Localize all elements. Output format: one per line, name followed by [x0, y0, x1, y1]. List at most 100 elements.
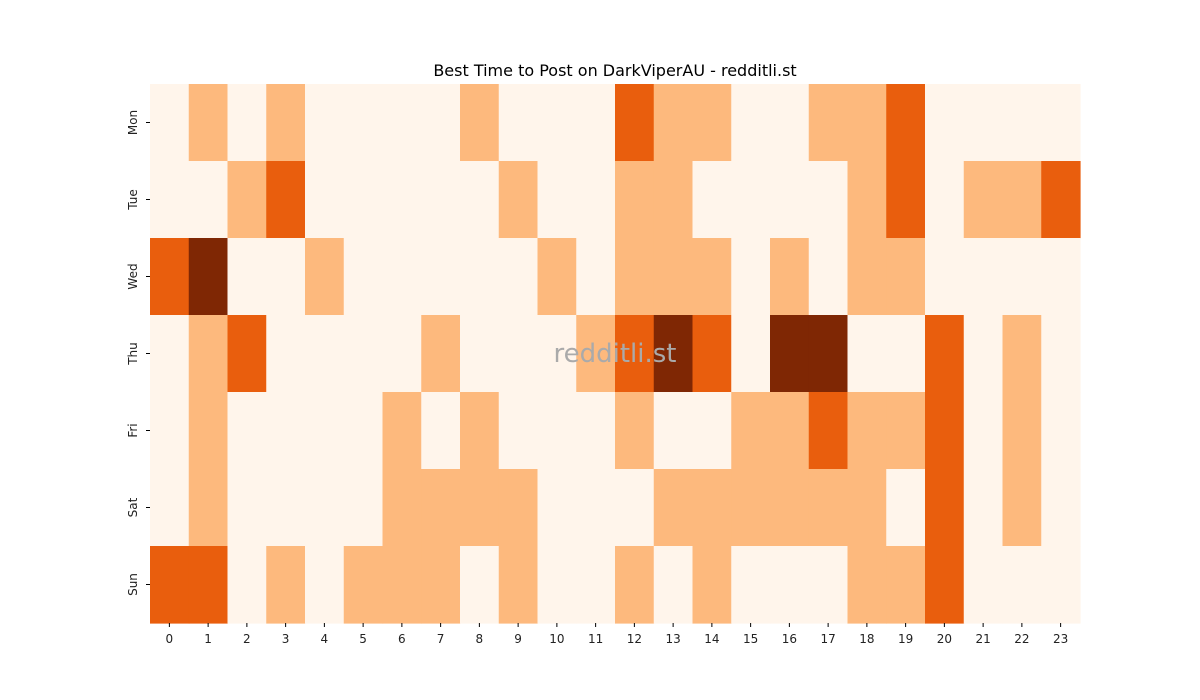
heatmap-cell-mon-6	[382, 84, 422, 162]
heatmap-cell-sat-4	[305, 469, 345, 547]
heatmap-cell-tue-12	[615, 161, 655, 239]
heatmap-cell-fri-19	[886, 392, 926, 470]
heatmap-cell-fri-6	[382, 392, 422, 470]
heatmap-cell-thu-2	[227, 315, 267, 393]
heatmap-cell-sun-16	[770, 546, 810, 624]
x-tick-label: 14	[704, 632, 719, 646]
heatmap-cell-tue-7	[421, 161, 461, 239]
heatmap-cell-wed-14	[692, 238, 732, 316]
heatmap-cell-sat-2	[227, 469, 267, 547]
heatmap-cell-sat-8	[460, 469, 500, 547]
heatmap-cell-mon-20	[925, 84, 965, 162]
heatmap-cell-thu-22	[1002, 315, 1042, 393]
heatmap-cell-sat-1	[188, 469, 229, 547]
x-tick-label: 20	[937, 632, 952, 646]
heatmap-cell-thu-19	[886, 315, 926, 393]
heatmap-cell-thu-9	[498, 315, 539, 393]
heatmap-cell-wed-20	[925, 238, 965, 316]
heatmap-cells	[150, 84, 1081, 624]
y-tick-label: Wed	[126, 263, 140, 289]
heatmap-cell-tue-22	[1002, 161, 1042, 239]
x-tick-label: 11	[588, 632, 603, 646]
heatmap-cell-wed-23	[1041, 238, 1081, 316]
heatmap-cell-fri-4	[305, 392, 345, 470]
heatmap-cell-tue-1	[188, 161, 229, 239]
heatmap-cell-mon-22	[1002, 84, 1042, 162]
heatmap-cell-tue-0	[150, 161, 190, 239]
heatmap-cell-tue-11	[576, 161, 616, 239]
heatmap-cell-sun-6	[382, 546, 422, 624]
heatmap-cell-sun-22	[1002, 546, 1042, 624]
y-tick-label: Sun	[126, 573, 140, 596]
heatmap-cell-sun-0	[150, 546, 190, 624]
heatmap-cell-thu-23	[1041, 315, 1081, 393]
heatmap-cell-wed-8	[460, 238, 500, 316]
heatmap-cell-thu-10	[537, 315, 577, 393]
heatmap-cell-mon-2	[227, 84, 267, 162]
heatmap-cell-tue-23	[1041, 161, 1081, 239]
heatmap-cell-sat-20	[925, 469, 965, 547]
heatmap-cell-sun-12	[615, 546, 655, 624]
x-axis: 0 1 2 3 4 5 6 7 8 9 10 11 12 13 14 15 16 17 18 19 20 21 22 23	[166, 623, 1068, 646]
heatmap-cell-fri-18	[847, 392, 887, 470]
x-tick-label: 16	[782, 632, 797, 646]
heatmap-cell-sun-20	[925, 546, 965, 624]
heatmap-cell-sun-10	[537, 546, 577, 624]
heatmap-cell-wed-15	[731, 238, 771, 316]
heatmap-cell-thu-15	[731, 315, 771, 393]
x-tick-label: 18	[859, 632, 874, 646]
x-tick-label: 15	[743, 632, 758, 646]
heatmap-cell-sun-5	[343, 546, 384, 624]
x-tick-label: 23	[1053, 632, 1068, 646]
heatmap-cell-mon-15	[731, 84, 771, 162]
heatmap-cell-mon-11	[576, 84, 616, 162]
heatmap-cell-mon-19	[886, 84, 926, 162]
heatmap-cell-tue-2	[227, 161, 267, 239]
heatmap-cell-thu-6	[382, 315, 422, 393]
y-tick-label: Tue	[126, 189, 140, 211]
x-tick-label: 6	[398, 632, 406, 646]
heatmap-cell-sat-18	[847, 469, 887, 547]
heatmap-cell-tue-3	[266, 161, 306, 239]
x-tick-label: 19	[898, 632, 913, 646]
heatmap-cell-tue-19	[886, 161, 926, 239]
heatmap-cell-tue-13	[653, 161, 694, 239]
heatmap-cell-tue-21	[963, 161, 1004, 239]
heatmap-cell-fri-0	[150, 392, 190, 470]
heatmap-cell-tue-20	[925, 161, 965, 239]
heatmap-cell-thu-3	[266, 315, 306, 393]
x-tick-label: 13	[665, 632, 680, 646]
heatmap-cell-wed-17	[808, 238, 849, 316]
heatmap-cell-wed-6	[382, 238, 422, 316]
heatmap-cell-wed-12	[615, 238, 655, 316]
heatmap-cell-fri-17	[808, 392, 849, 470]
heatmap-cell-thu-4	[305, 315, 345, 393]
heatmap-cell-mon-7	[421, 84, 461, 162]
heatmap-cell-sat-14	[692, 469, 732, 547]
heatmap-cell-wed-22	[1002, 238, 1042, 316]
heatmap-cell-sat-22	[1002, 469, 1042, 547]
heatmap-cell-thu-21	[963, 315, 1004, 393]
chart-title: Best Time to Post on DarkViperAU - reddi…	[433, 61, 796, 80]
heatmap-cell-tue-14	[692, 161, 732, 239]
heatmap-cell-sun-13	[653, 546, 694, 624]
heatmap-cell-mon-0	[150, 84, 190, 162]
heatmap-cell-tue-18	[847, 161, 887, 239]
heatmap-cell-fri-11	[576, 392, 616, 470]
heatmap-cell-sat-6	[382, 469, 422, 547]
heatmap-cell-sat-16	[770, 469, 810, 547]
heatmap-cell-sat-7	[421, 469, 461, 547]
heatmap-cell-sun-11	[576, 546, 616, 624]
heatmap-cell-fri-16	[770, 392, 810, 470]
heatmap-cell-thu-8	[460, 315, 500, 393]
heatmap-cell-wed-5	[343, 238, 384, 316]
heatmap-cell-wed-4	[305, 238, 345, 316]
heatmap-cell-sun-17	[808, 546, 849, 624]
heatmap-cell-tue-16	[770, 161, 810, 239]
heatmap-cell-wed-3	[266, 238, 306, 316]
heatmap-cell-sat-10	[537, 469, 577, 547]
heatmap-cell-wed-0	[150, 238, 190, 316]
x-tick-label: 7	[437, 632, 445, 646]
heatmap-cell-thu-12	[615, 315, 655, 393]
heatmap-cell-mon-12	[615, 84, 655, 162]
